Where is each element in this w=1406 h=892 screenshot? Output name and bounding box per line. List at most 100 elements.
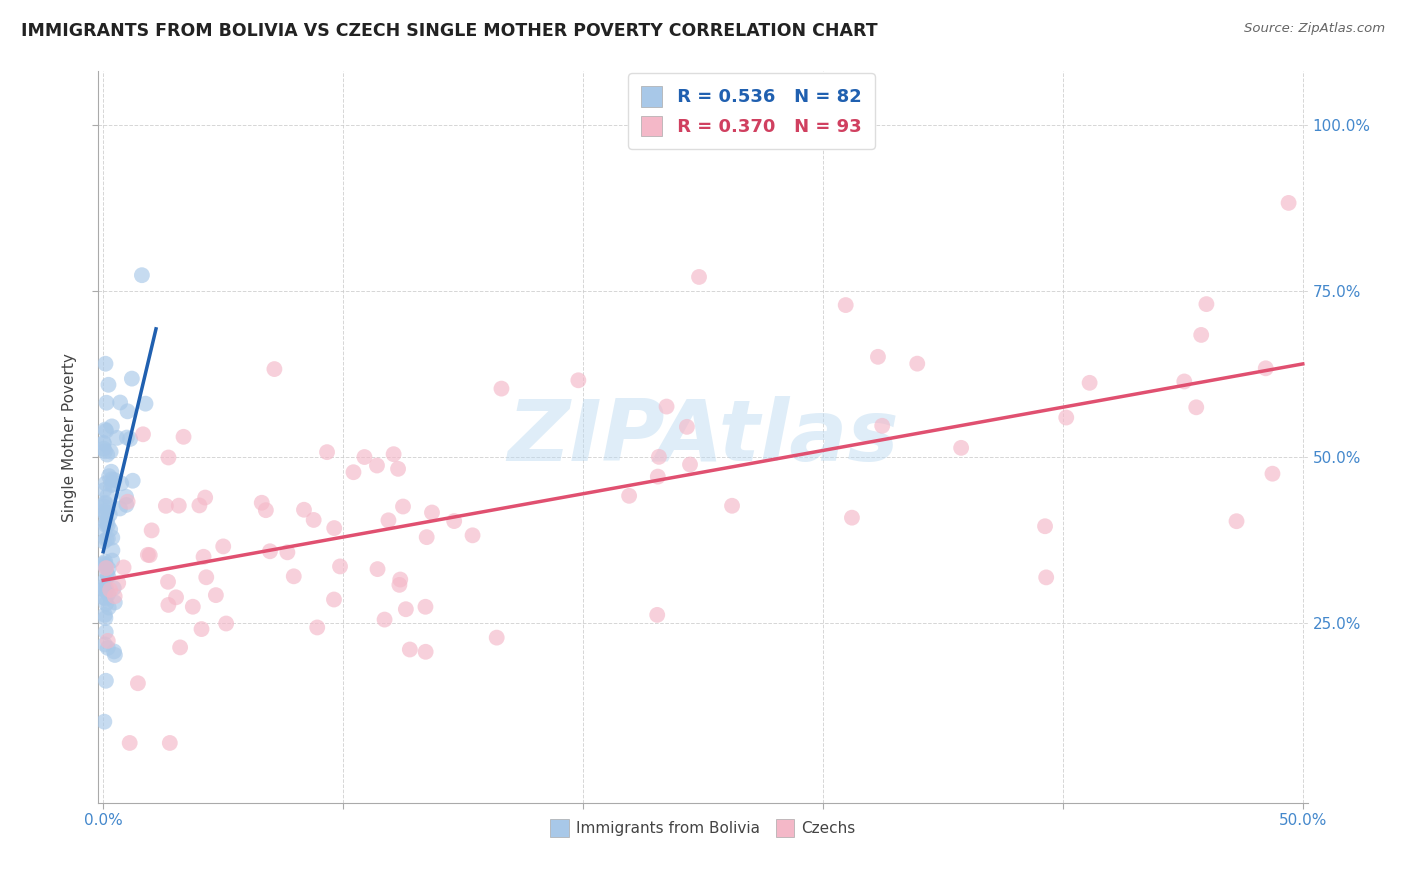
Point xyxy=(254,503,277,517)
Point xyxy=(141,524,163,538)
Point xyxy=(307,620,329,634)
Point xyxy=(93,582,115,597)
Point xyxy=(94,515,117,529)
Point xyxy=(94,357,117,371)
Point xyxy=(94,476,117,491)
Point xyxy=(94,517,117,532)
Point xyxy=(117,494,139,508)
Point xyxy=(950,441,973,455)
Point xyxy=(276,545,298,559)
Point xyxy=(395,602,418,616)
Legend: Immigrants from Bolivia, Czechs: Immigrants from Bolivia, Czechs xyxy=(544,813,862,843)
Point xyxy=(398,642,420,657)
Point xyxy=(121,474,143,488)
Point xyxy=(96,489,118,503)
Point xyxy=(94,582,117,597)
Point xyxy=(93,436,115,450)
Point xyxy=(93,442,115,456)
Point xyxy=(377,513,399,527)
Point xyxy=(181,599,204,614)
Point xyxy=(97,569,120,583)
Point xyxy=(98,508,121,522)
Point xyxy=(103,581,125,595)
Text: ZIPAtlas: ZIPAtlas xyxy=(508,395,898,479)
Point xyxy=(94,496,117,510)
Point xyxy=(96,533,118,547)
Point xyxy=(132,427,155,442)
Point xyxy=(96,514,118,528)
Point xyxy=(94,625,117,640)
Point xyxy=(415,645,437,659)
Point xyxy=(443,514,465,528)
Point xyxy=(93,483,115,497)
Point xyxy=(97,562,120,576)
Point xyxy=(94,555,117,569)
Point xyxy=(323,521,346,535)
Point xyxy=(283,569,305,583)
Point xyxy=(461,528,484,542)
Point xyxy=(679,458,702,472)
Point xyxy=(676,420,699,434)
Point xyxy=(190,622,212,636)
Point xyxy=(1185,401,1208,415)
Point xyxy=(112,560,135,574)
Point xyxy=(263,362,285,376)
Point xyxy=(115,498,138,512)
Point xyxy=(115,431,138,445)
Point xyxy=(491,382,513,396)
Point xyxy=(97,640,120,655)
Point xyxy=(93,523,115,537)
Point xyxy=(96,566,118,581)
Point xyxy=(101,419,124,434)
Point xyxy=(342,465,364,479)
Point xyxy=(173,430,195,444)
Point xyxy=(415,530,437,544)
Point xyxy=(94,637,117,651)
Point xyxy=(1035,570,1057,584)
Point xyxy=(94,591,117,606)
Point xyxy=(1277,195,1299,210)
Point xyxy=(101,553,124,567)
Point xyxy=(107,575,129,590)
Point xyxy=(118,736,141,750)
Point xyxy=(367,562,389,576)
Point xyxy=(420,506,443,520)
Point xyxy=(374,613,396,627)
Point xyxy=(100,472,122,486)
Point xyxy=(866,350,889,364)
Point xyxy=(98,469,121,483)
Point xyxy=(97,518,120,533)
Point xyxy=(120,432,142,446)
Point xyxy=(905,357,928,371)
Point xyxy=(97,600,120,615)
Point xyxy=(93,500,115,514)
Point xyxy=(388,578,411,592)
Y-axis label: Single Mother Poverty: Single Mother Poverty xyxy=(62,352,77,522)
Point xyxy=(100,444,122,458)
Point xyxy=(389,573,412,587)
Point xyxy=(93,557,115,571)
Point xyxy=(96,396,118,410)
Point xyxy=(721,499,744,513)
Point xyxy=(117,404,139,418)
Point xyxy=(139,548,162,562)
Point xyxy=(617,489,640,503)
Point xyxy=(834,298,856,312)
Point xyxy=(93,714,115,729)
Point xyxy=(94,574,117,588)
Point xyxy=(94,607,117,622)
Point xyxy=(157,574,180,589)
Point xyxy=(101,531,124,545)
Point xyxy=(302,513,325,527)
Point xyxy=(159,736,181,750)
Point xyxy=(329,559,352,574)
Point xyxy=(94,423,117,437)
Point xyxy=(93,591,115,605)
Point xyxy=(131,268,153,283)
Point xyxy=(94,497,117,511)
Point xyxy=(96,448,118,462)
Point xyxy=(110,476,132,491)
Point xyxy=(382,447,405,461)
Point xyxy=(1225,514,1247,528)
Point xyxy=(94,444,117,458)
